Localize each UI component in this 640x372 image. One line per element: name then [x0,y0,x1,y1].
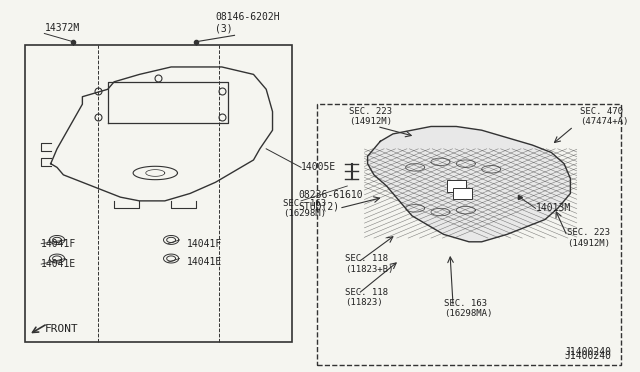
Text: SEC. 470
(47474+A): SEC. 470 (47474+A) [580,107,628,126]
Bar [453,188,472,199]
Text: SEC. 118
(11823+B): SEC. 118 (11823+B) [346,254,394,274]
Text: FRONT: FRONT [44,324,78,334]
Text: 14041E: 14041E [187,257,222,267]
Text: 14041F: 14041F [187,239,222,248]
Text: J1400240: J1400240 [564,351,612,361]
Text: J1400240: J1400240 [564,347,612,357]
Bar [317,104,621,365]
Text: 14013M: 14013M [536,203,571,213]
Text: 14041F: 14041F [41,239,76,248]
Text: 14041E: 14041E [41,259,76,269]
Bar [447,180,466,192]
Text: 08236-61610
STUD(2): 08236-61610 STUD(2) [298,190,362,212]
Text: SEC. 118
(11823): SEC. 118 (11823) [346,288,388,307]
Polygon shape [367,126,570,242]
Text: SEC. 223
(14912M): SEC. 223 (14912M) [349,107,392,126]
Text: SEC. 163
(16298M): SEC. 163 (16298M) [284,199,326,218]
Text: SEC. 223
(14912M): SEC. 223 (14912M) [567,228,610,248]
Text: 14372M: 14372M [44,23,79,33]
Bar [26,45,292,342]
Text: 08146-6202H
(3): 08146-6202H (3) [216,12,280,33]
Text: SEC. 163
(16298MA): SEC. 163 (16298MA) [444,299,492,318]
Text: 14005E: 14005E [301,163,336,172]
